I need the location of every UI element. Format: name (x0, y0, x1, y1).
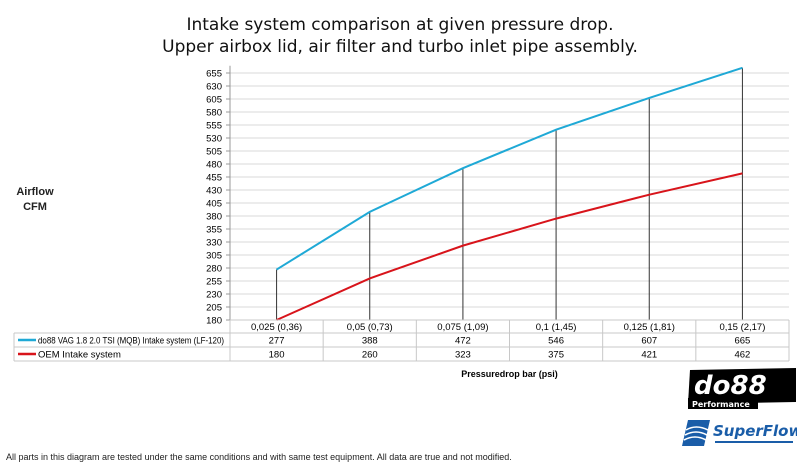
title-line-2: Upper airbox lid, air filter and turbo i… (162, 37, 638, 57)
svg-text:do88: do88 (694, 371, 767, 401)
y-tick-label: 480 (206, 160, 222, 171)
chart-title: Intake system comparison at given pressu… (0, 14, 800, 58)
title-line-1: Intake system comparison at given pressu… (186, 15, 614, 35)
y-label-line-1: Airflow (16, 186, 54, 198)
y-axis-label: Airflow CFM (10, 185, 60, 215)
x-tick-label: 0,125 (1,81) (624, 322, 675, 333)
y-tick-label: 355 (206, 225, 222, 236)
y-tick-label: 380 (206, 212, 222, 223)
y-tick-label: 455 (206, 173, 222, 184)
y-tick-label: 255 (206, 277, 222, 288)
y-tick-label: 280 (206, 264, 222, 275)
table-value: 277 (269, 336, 285, 347)
x-tick-label: 0,15 (2,17) (719, 322, 765, 333)
y-label-line-2: CFM (23, 201, 47, 213)
table-value: 665 (734, 336, 750, 347)
y-tick-label: 305 (206, 251, 222, 262)
x-tick-label: 0,025 (0,36) (251, 322, 302, 333)
series-line-0 (276, 66, 743, 271)
y-tick-label: 330 (206, 238, 222, 249)
y-tick-label: 180 (206, 316, 222, 327)
table-value: 388 (362, 336, 378, 347)
footnote: All parts in this diagram are tested und… (6, 452, 512, 462)
do88-logo: do88 Performance (688, 368, 796, 409)
table-value: 375 (548, 350, 564, 361)
x-axis-label: Pressuredrop bar (psi) (461, 369, 558, 379)
table-value: 180 (269, 350, 285, 361)
svg-text:Performance: Performance (692, 400, 750, 409)
table-value: 607 (641, 336, 657, 347)
table-value: 472 (455, 336, 471, 347)
legend-label: do88 VAG 1.8 2.0 TSI (MQB) Intake system… (38, 336, 224, 347)
series-line-1 (276, 172, 743, 321)
table-value: 260 (362, 350, 378, 361)
legend-label: OEM Intake system (38, 350, 121, 361)
y-tick-label: 605 (206, 95, 222, 106)
y-tick-label: 430 (206, 186, 222, 197)
y-tick-label: 580 (206, 108, 222, 119)
table-value: 323 (455, 350, 471, 361)
y-tick-label: 505 (206, 147, 222, 158)
y-tick-label: 405 (206, 199, 222, 210)
x-tick-label: 0,075 (1,09) (437, 322, 488, 333)
y-tick-label: 655 (206, 69, 222, 80)
table-value: 462 (734, 350, 750, 361)
table-value: 546 (548, 336, 564, 347)
superflow-logo: SuperFlow (682, 420, 797, 446)
y-tick-label: 630 (206, 82, 222, 93)
svg-text:SuperFlow: SuperFlow (713, 422, 797, 440)
y-tick-label: 230 (206, 290, 222, 301)
y-tick-label: 530 (206, 134, 222, 145)
y-tick-label: 205 (206, 303, 222, 314)
table-value: 421 (641, 350, 657, 361)
x-tick-label: 0,1 (1,45) (536, 322, 577, 333)
y-tick-label: 555 (206, 121, 222, 132)
x-tick-label: 0,05 (0,73) (347, 322, 393, 333)
